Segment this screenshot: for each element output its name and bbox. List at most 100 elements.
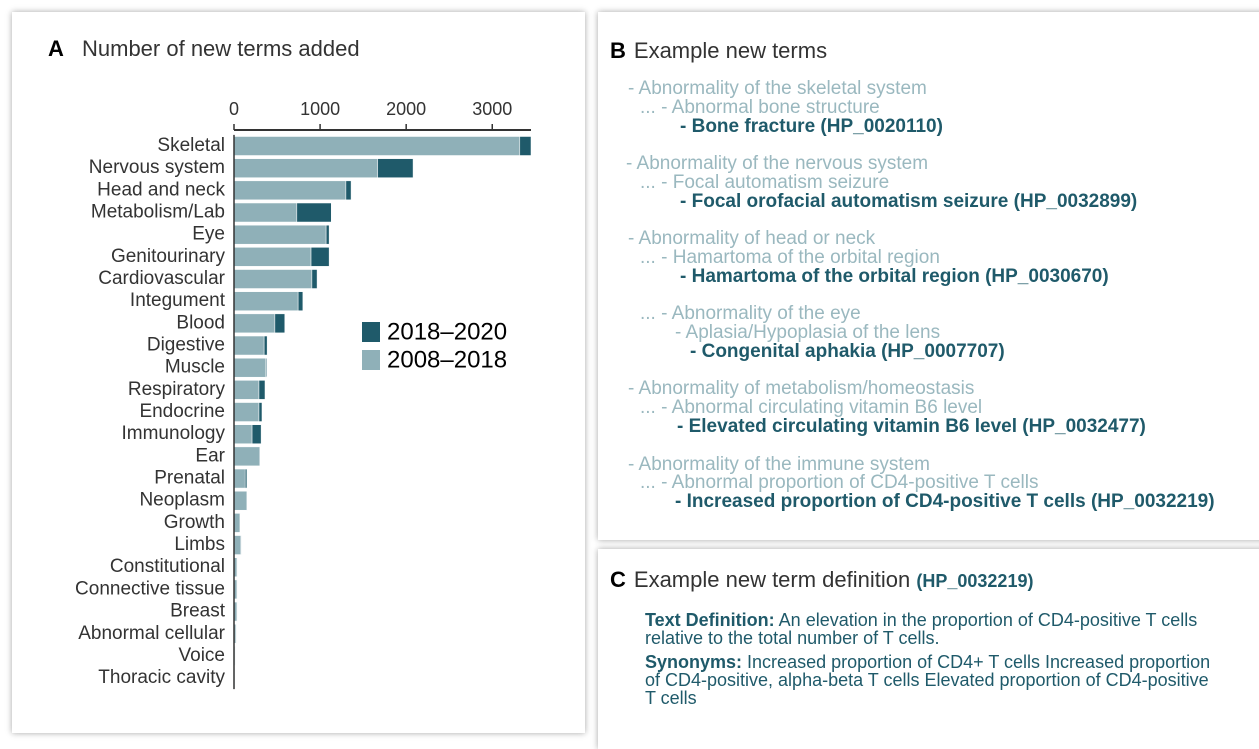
bar-segment: [378, 159, 413, 178]
y-tick-label: Immunology: [122, 423, 226, 444]
bar-segment: [234, 336, 264, 355]
bar-segment: [275, 314, 285, 333]
synonyms-label: Synonyms:: [645, 652, 742, 672]
definition: Text Definition: An elevation in the pro…: [645, 611, 1215, 647]
panel-label: A: [48, 36, 64, 61]
y-tick-label: Skeletal: [157, 135, 225, 156]
y-tick-label: Ear: [195, 445, 225, 466]
y-tick-label: Integument: [130, 290, 226, 311]
legend-swatch: [362, 350, 380, 370]
panel-b: B Example new terms - Abnormality of the …: [598, 12, 1259, 540]
bar-segment: [234, 513, 240, 532]
panel-label: C: [610, 567, 626, 592]
y-tick-label: Thoracic cavity: [98, 667, 225, 688]
bar-segment: [312, 270, 317, 289]
bar-segment: [311, 247, 329, 266]
title: Example new term definition: [634, 567, 910, 592]
y-tick-label: Genitourinary: [111, 246, 226, 267]
bar-segment: [234, 358, 266, 377]
bar-segment: [326, 225, 329, 244]
term-line: - Abnormality of the skeletal system: [628, 79, 927, 98]
term-line: ... - Hamartoma of the orbital region: [640, 248, 940, 267]
term-line: - Abnormality of head or neck: [628, 229, 875, 248]
bar-segment: [346, 181, 351, 200]
bar-segment: [234, 447, 260, 466]
y-tick-label: Endocrine: [139, 401, 225, 422]
y-tick-label: Nervous system: [89, 157, 225, 178]
panel-label: B: [610, 38, 626, 63]
panel-title: C Example new term definition (HP_0032219…: [610, 567, 1033, 593]
bar-segment: [298, 292, 303, 311]
y-tick-label: Respiratory: [128, 379, 226, 400]
term-line: - Abnormality of the nervous system: [626, 154, 928, 173]
bar-segment: [259, 380, 265, 399]
y-tick-label: Blood: [176, 312, 225, 333]
term-line: - Elevated circulating vitamin B6 level …: [677, 417, 1146, 436]
bar-segment: [234, 536, 241, 555]
legend-label: 2018–2020: [387, 318, 507, 345]
term-id: (HP_0032219): [916, 571, 1033, 591]
bar-segment: [264, 336, 267, 355]
bar-segment: [252, 425, 261, 444]
panel-c: C Example new term definition (HP_0032219…: [598, 549, 1259, 749]
x-tick-label: 0: [229, 99, 239, 119]
bar-segment: [234, 380, 259, 399]
bar-segment: [234, 292, 298, 311]
y-tick-label: Eye: [192, 224, 225, 245]
y-tick-label: Prenatal: [154, 468, 225, 489]
bar-segment: [234, 425, 252, 444]
bar-segment: [234, 270, 312, 289]
bar-segment: [234, 225, 326, 244]
bar-segment: [234, 247, 311, 266]
bar-segment: [266, 358, 267, 377]
bar-segment: [234, 137, 520, 156]
y-tick-label: Constitutional: [110, 556, 225, 577]
y-tick-label: Breast: [170, 601, 226, 622]
legend-swatch: [362, 322, 380, 342]
bar-segment: [234, 181, 346, 200]
y-tick-label: Voice: [179, 645, 225, 666]
bar-segment: [234, 491, 247, 510]
title: Example new terms: [634, 38, 827, 63]
term-line: ... - Focal automatism seizure: [640, 173, 889, 192]
y-tick-label: Limbs: [174, 534, 225, 555]
panel-title: B Example new terms: [610, 38, 827, 64]
x-tick-label: 3000: [472, 99, 512, 119]
term-line: ... - Abnormal circulating vitamin B6 le…: [640, 398, 982, 417]
legend-label: 2008–2018: [387, 346, 507, 373]
term-line: - Bone fracture (HP_0020110): [680, 117, 943, 136]
chart-title: Number of new terms added: [82, 36, 360, 61]
term-line: ... - Abnormality of the eye: [640, 304, 861, 323]
term-line: - Focal orofacial automatism seizure (HP…: [680, 192, 1137, 211]
term-line: ... - Abnormal proportion of CD4-positiv…: [640, 473, 1038, 492]
x-tick-label: 2000: [386, 99, 426, 119]
y-tick-label: Head and neck: [97, 179, 225, 200]
synonyms: Synonyms: Increased proportion of CD4+ T…: [645, 653, 1215, 707]
y-tick-label: Digestive: [147, 335, 225, 356]
y-tick-label: Growth: [164, 512, 225, 533]
bar-segment: [234, 469, 245, 488]
y-tick-label: Muscle: [165, 357, 225, 378]
bar-segment: [520, 137, 531, 156]
y-tick-label: Cardiovascular: [98, 268, 225, 289]
term-line: - Aplasia/Hypoplasia of the lens: [675, 323, 940, 342]
term-line: - Congenital aphakia (HP_0007707): [690, 342, 1005, 361]
y-tick-label: Metabolism/Lab: [91, 202, 225, 223]
term-line: - Abnormality of metabolism/homeostasis: [628, 379, 974, 398]
term-line: ... - Abnormal bone structure: [640, 98, 880, 117]
y-tick-label: Connective tissue: [75, 578, 225, 599]
term-line: - Hamartoma of the orbital region (HP_00…: [680, 267, 1109, 286]
definition-label: Text Definition:: [645, 610, 775, 630]
bar-segment: [234, 314, 275, 333]
bar-segment: [234, 159, 378, 178]
y-tick-label: Abnormal cellular: [78, 623, 225, 644]
y-tick-label: Neoplasm: [139, 490, 225, 511]
bar-segment: [234, 203, 297, 222]
bar-segment: [245, 469, 247, 488]
term-line: - Increased proportion of CD4-positive T…: [675, 492, 1215, 511]
bar-segment: [259, 403, 262, 422]
bar-segment: [234, 403, 259, 422]
